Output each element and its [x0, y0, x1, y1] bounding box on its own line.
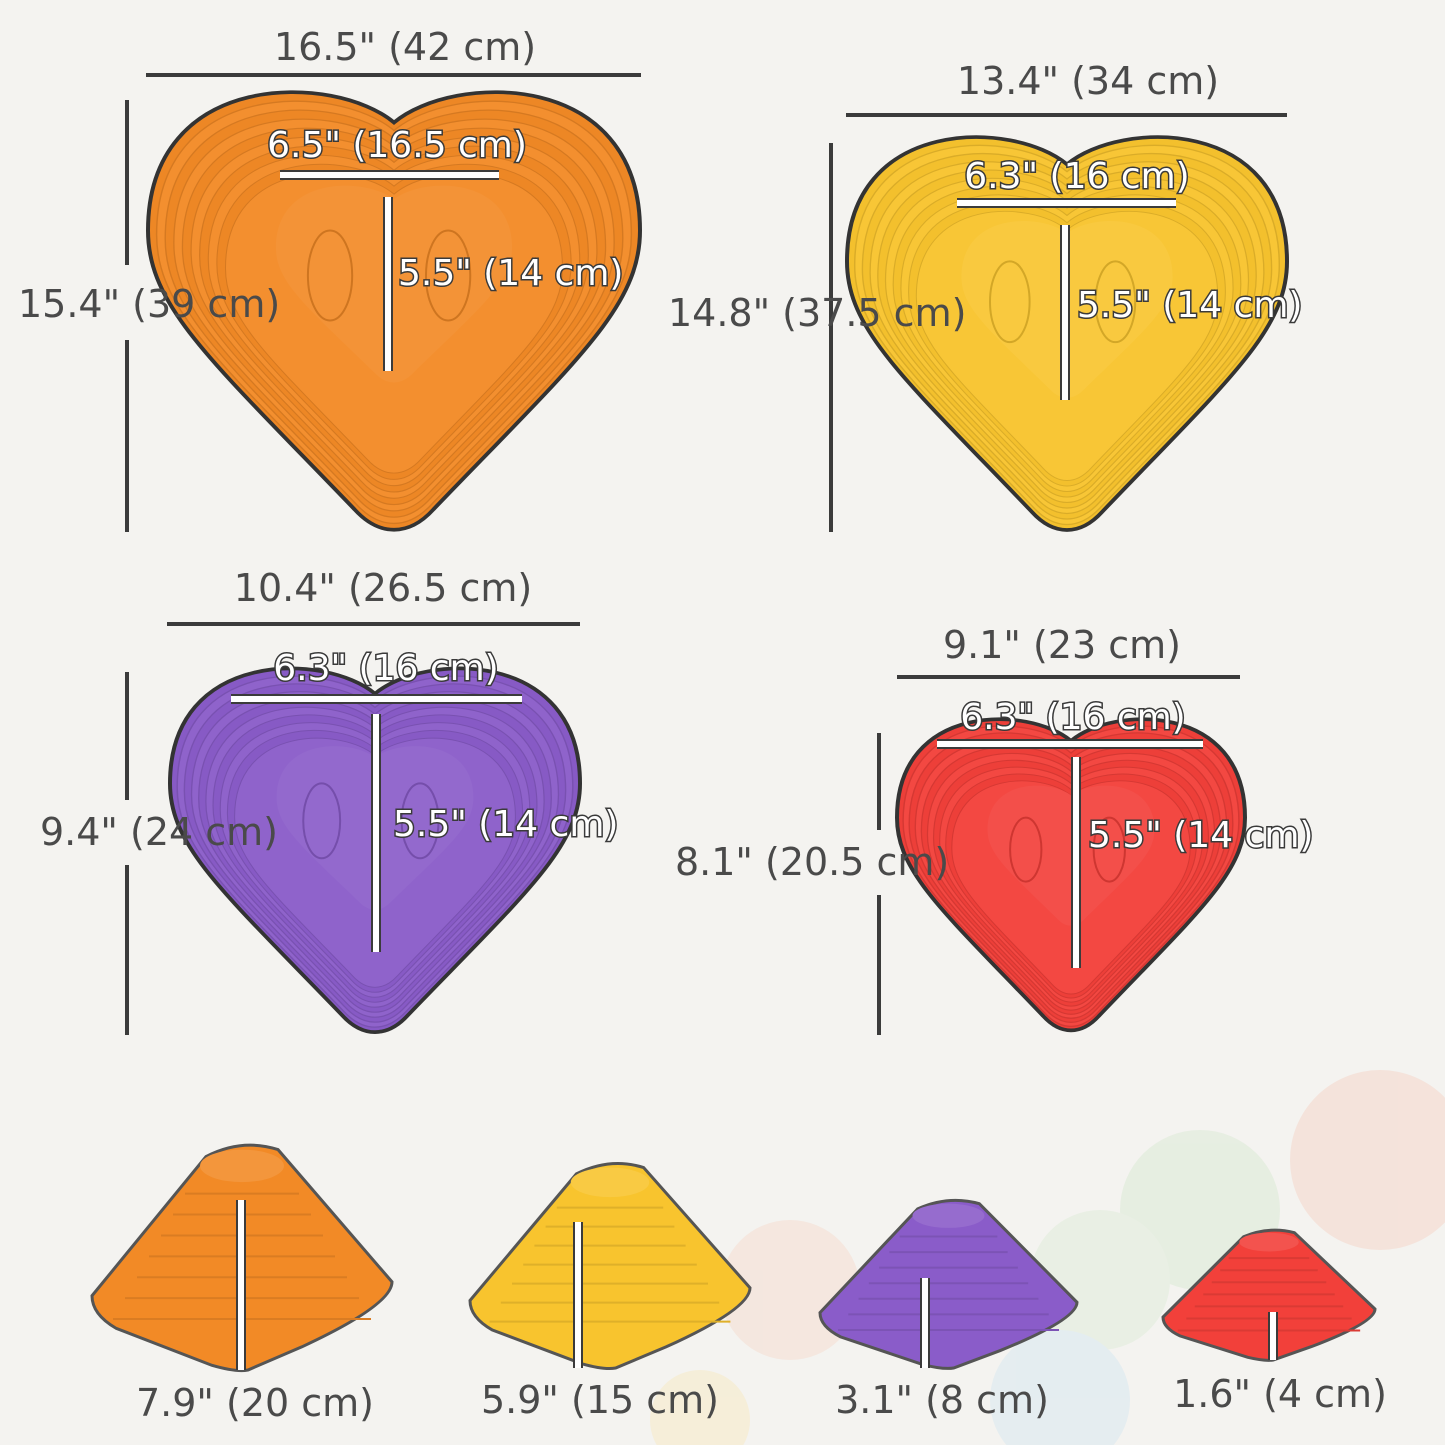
- purple-footpad-length-label: 5.5" (14 cm): [393, 804, 618, 845]
- orange-width-label: 16.5" (42 cm): [274, 25, 536, 69]
- yellow-stone-side-view: [468, 1162, 752, 1371]
- red-stone-top-view: [897, 719, 1245, 1030]
- footprint-icon: [989, 260, 1031, 344]
- yellow-footpad-length-label: 5.5" (14 cm): [1077, 285, 1302, 326]
- stone-body: [468, 1162, 752, 1371]
- purple-length-label: 9.4" (24 cm): [40, 810, 278, 854]
- footprint-icon: [400, 782, 440, 860]
- footprint-icon: [306, 229, 354, 322]
- orange-footpad-width-label: 6.5" (16.5 cm): [267, 125, 527, 166]
- yellow-length-label: 14.8" (37.5 cm): [668, 291, 966, 335]
- stone-body: [818, 1198, 1079, 1370]
- orange-footpad-length-label: 5.5" (14 cm): [398, 253, 623, 294]
- red-length-label: 8.1" (20.5 cm): [675, 840, 949, 884]
- orange-length-label: 15.4" (39 cm): [18, 282, 280, 326]
- footprint-icon: [424, 229, 472, 322]
- yellow-stone-top-view: [847, 137, 1287, 530]
- stone-top-surface: [200, 1149, 284, 1183]
- red-width-label: 9.1" (23 cm): [943, 623, 1181, 667]
- footprint-icon: [302, 782, 342, 860]
- footprint-icon: [1009, 816, 1043, 883]
- purple-stone-side-view: [818, 1198, 1079, 1370]
- purple-stone-top-view: [170, 668, 580, 1032]
- red-height-label: 1.6" (4 cm): [1173, 1372, 1387, 1416]
- purple-width-label: 10.4" (26.5 cm): [234, 566, 532, 610]
- stone-top-surface: [570, 1167, 650, 1198]
- footprint-icon: [1092, 816, 1126, 883]
- orange-stone-top-view: [148, 92, 640, 530]
- dimension-lines: [125, 73, 1287, 1370]
- footprint-icon: [1094, 260, 1137, 344]
- yellow-width-label: 13.4" (34 cm): [957, 59, 1219, 103]
- purple-height-label: 3.1" (8 cm): [835, 1378, 1049, 1422]
- yellow-height-label: 5.9" (15 cm): [481, 1378, 719, 1422]
- yellow-footpad-width-label: 6.3" (16 cm): [964, 156, 1189, 197]
- stone-top-surface: [1239, 1232, 1299, 1252]
- red-stone-side-view: [1161, 1228, 1377, 1362]
- red-footpad-width-label: 6.3" (16 cm): [960, 697, 1185, 738]
- purple-footpad-width-label: 6.3" (16 cm): [273, 648, 498, 689]
- stone-top-surface: [912, 1203, 985, 1228]
- red-footpad-length-label: 5.5" (14 cm): [1088, 815, 1313, 856]
- orange-height-label: 7.9" (20 cm): [136, 1381, 374, 1425]
